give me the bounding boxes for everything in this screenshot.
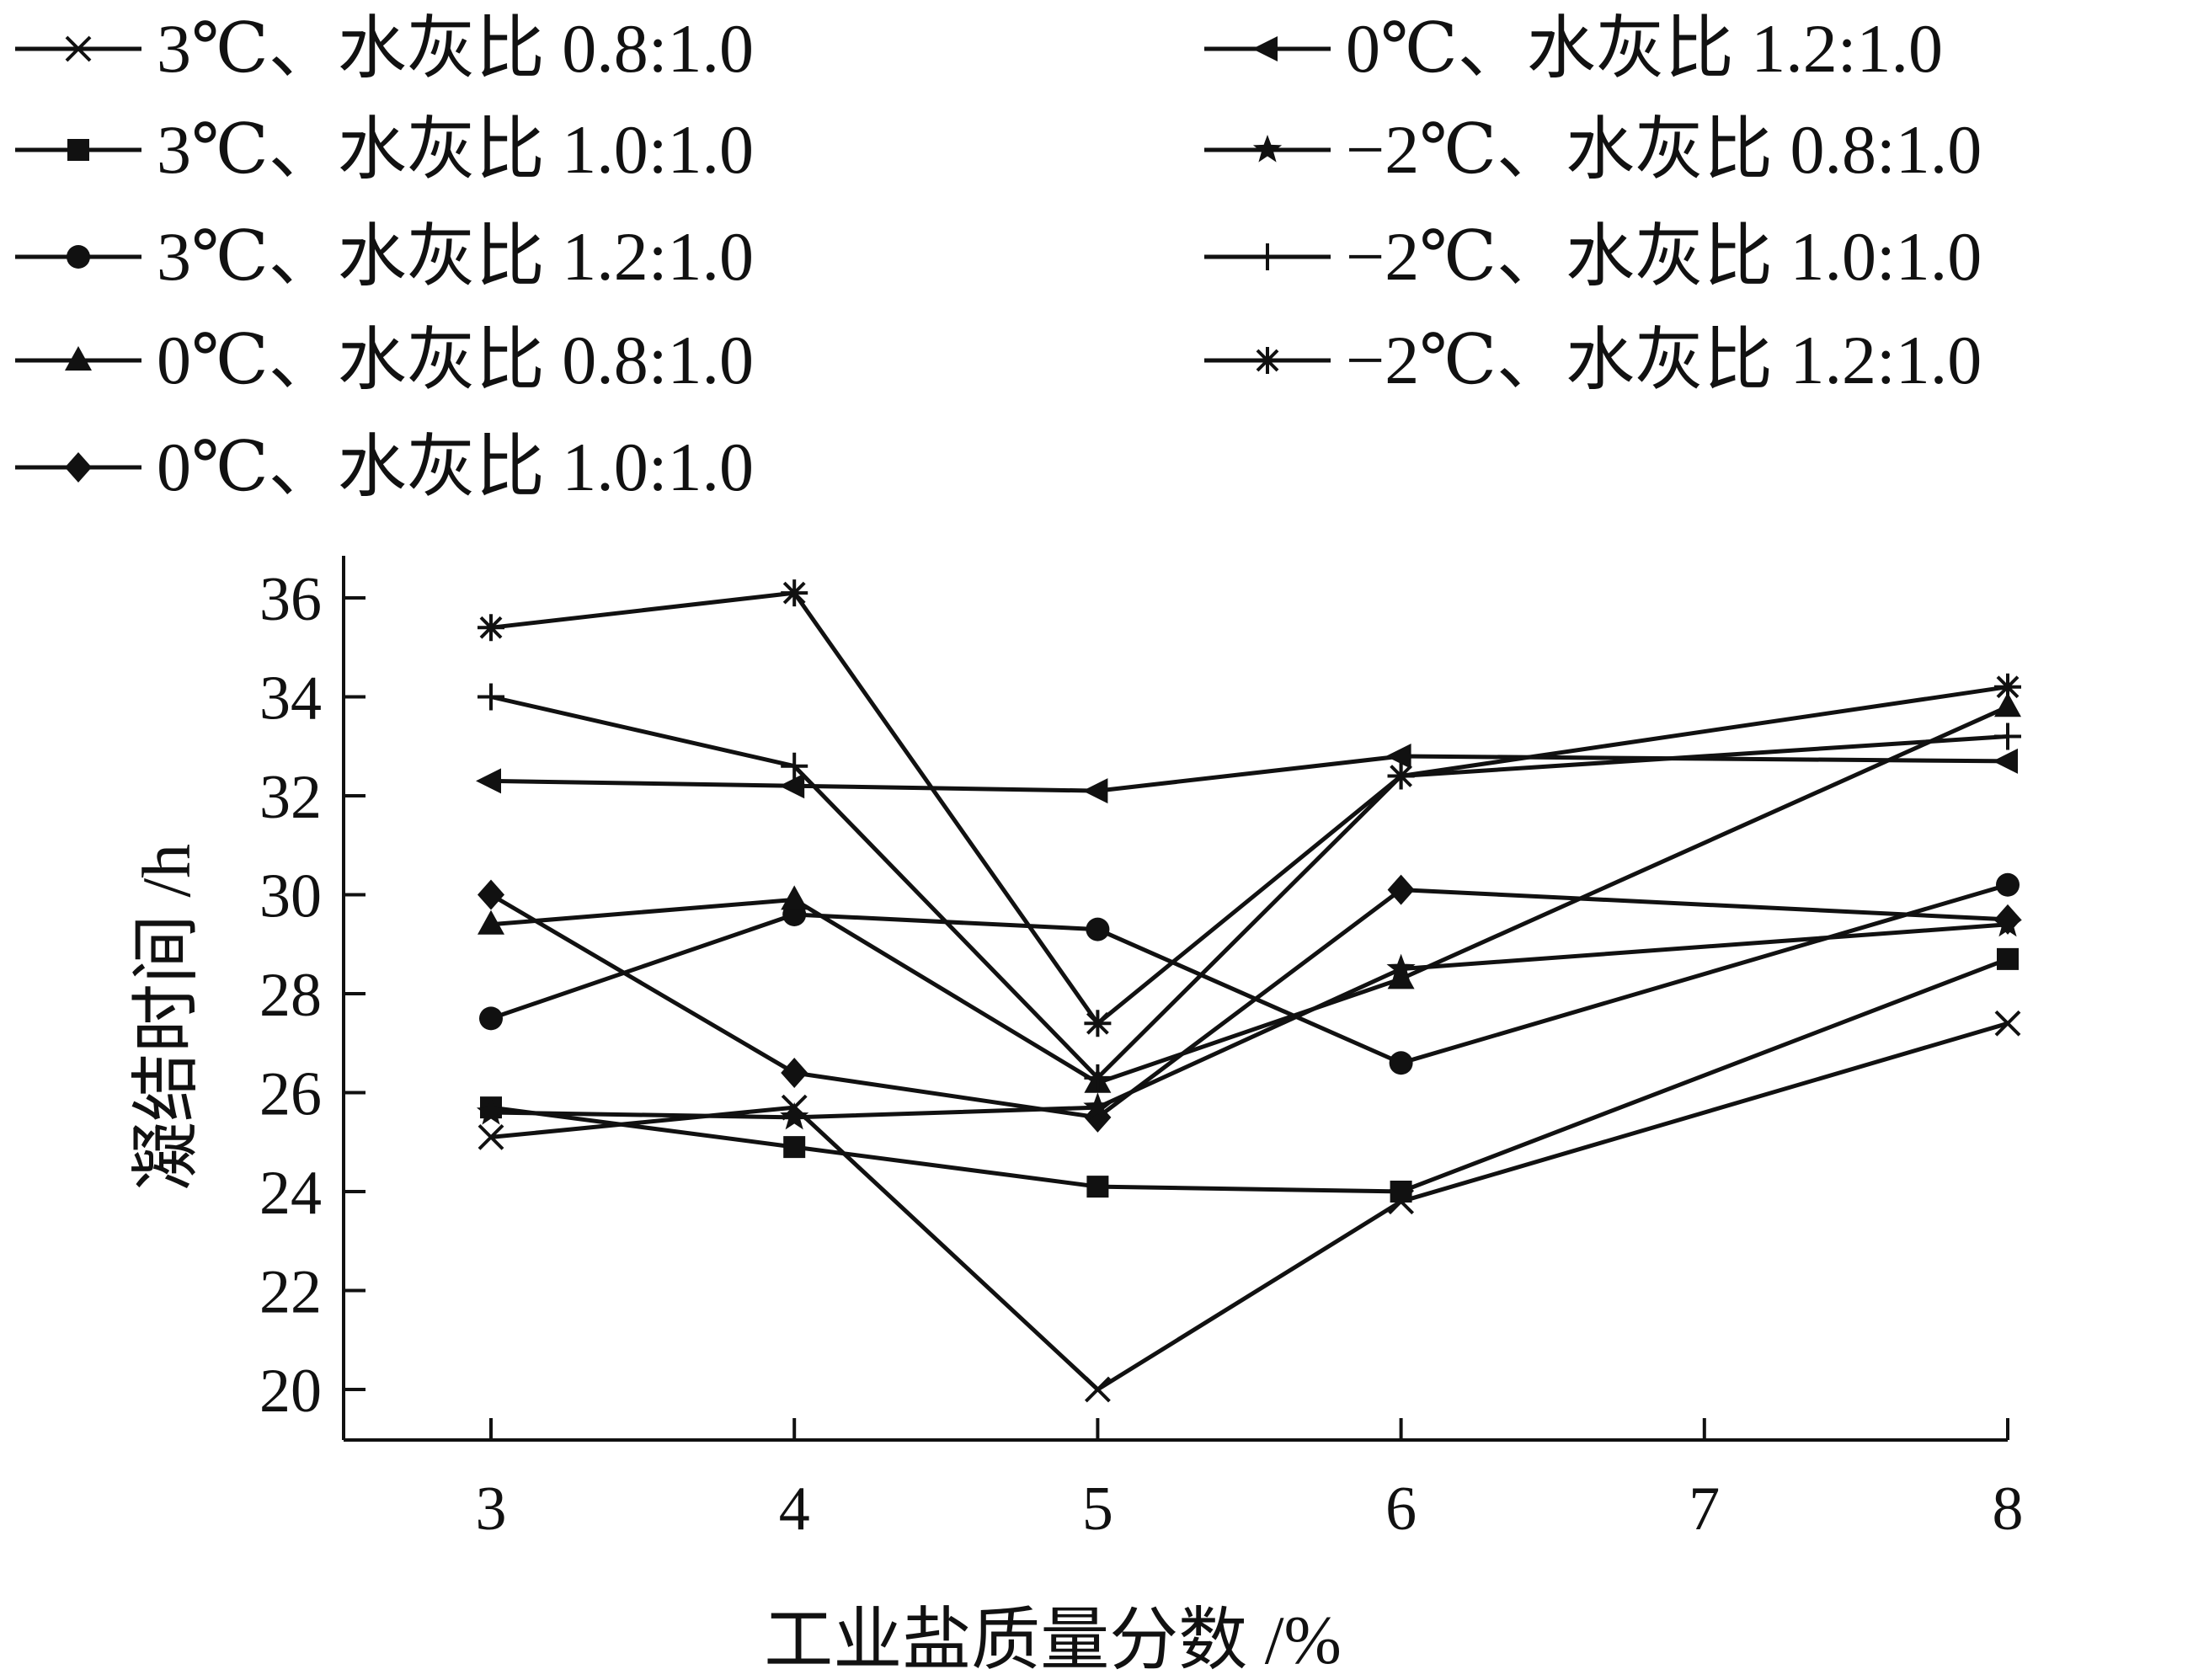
legend-marker [1254,243,1281,270]
legend-label: 3℃、水灰比 0.8:1.0 [157,10,754,87]
data-point [1086,917,1110,941]
data-point [781,1058,808,1088]
data-point [478,683,504,711]
data-point [1390,1181,1412,1203]
x-tick-label: 8 [1993,1475,2024,1544]
legend-label: 0℃、水灰比 1.0:1.0 [157,429,754,505]
x-axis-label: 工业盐质量分数 /% [764,1602,1342,1678]
legend-label: −2℃、水灰比 0.8:1.0 [1346,111,1982,188]
data-point [1993,909,2023,937]
data-point [1387,762,1415,790]
series-line-5 [489,888,2009,1120]
data-point [1082,778,1108,804]
data-point [478,614,504,642]
data-point [1387,964,1415,989]
data-point [1084,1010,1112,1037]
legend-marker [67,139,89,161]
data-point [479,1006,503,1031]
data-point [1993,748,2018,774]
data-point [1996,872,2020,897]
legend-marker [67,245,90,269]
data-point [1084,1101,1112,1133]
y-axis-label: 凝结时间 /h [128,844,205,1191]
y-tick-label: 36 [259,565,322,634]
legend-label: 0℃、水灰比 1.2:1.0 [1346,10,1943,87]
data-point [1997,947,2019,970]
legend-marker [1252,135,1283,163]
legend-item: 0℃、水灰比 0.8:1.0 [15,322,754,398]
legend-item: 3℃、水灰比 1.2:1.0 [15,218,754,295]
legend-item: 3℃、水灰比 1.0:1.0 [15,111,754,188]
y-tick-label: 32 [259,763,322,832]
data-point [1084,1376,1111,1403]
data-point [780,1101,809,1130]
data-point [779,773,805,799]
legend: 3℃、水灰比 0.8:1.0 3℃、水灰比 1.0:1.0 3℃、水灰比 1.2:1… [15,10,1982,505]
x-tick-label: 7 [1689,1475,1720,1544]
y-tick-label: 24 [259,1159,322,1228]
legend-item: 0℃、水灰比 1.0:1.0 [15,429,754,505]
legend-item: −2℃、水灰比 0.8:1.0 [1204,111,1982,188]
data-point [478,909,504,935]
legend-item: 0℃、水灰比 1.2:1.0 [1204,10,1943,87]
data-point [1086,1176,1109,1198]
legend-marker [65,35,92,62]
data-point [783,1136,806,1159]
y-tick-label: 34 [259,664,322,733]
legend-marker [65,452,92,483]
data-point [476,1097,506,1125]
legend-label: 0℃、水灰比 0.8:1.0 [157,322,754,398]
data-point [1994,692,2021,717]
legend-marker [1254,347,1281,374]
y-tick-label: 30 [259,862,322,931]
data-point [478,879,504,910]
data-point [1389,1051,1413,1075]
data-point [1084,1064,1112,1091]
legend-label: −2℃、水灰比 1.2:1.0 [1346,322,1982,398]
legend-item: −2℃、水灰比 1.2:1.0 [1204,322,1982,398]
legend-item: 3℃、水灰比 0.8:1.0 [15,10,754,87]
data-point [781,579,808,607]
y-tick-label: 28 [259,961,322,1030]
x-tick-label: 5 [1082,1475,1113,1544]
y-tick-label: 20 [259,1357,322,1426]
data-point [781,752,808,780]
series-line-1 [490,1021,2009,1392]
series-line-6 [490,754,2009,793]
y-tick-label: 26 [259,1060,322,1129]
y-tick-label: 22 [259,1258,322,1327]
data-point [1385,744,1411,769]
data-point [781,885,808,910]
legend-label: −2℃、水灰比 1.0:1.0 [1346,218,1982,295]
x-tick-label: 4 [779,1475,810,1544]
legend-marker [1252,36,1278,61]
legend-marker [65,346,92,371]
data-point [476,768,501,794]
x-tick-label: 3 [476,1475,507,1544]
data-point [1387,874,1415,905]
x-tick-label: 6 [1385,1475,1417,1544]
data-point [1994,673,2021,701]
data-point [478,1123,504,1150]
legend-item: −2℃、水灰比 1.0:1.0 [1204,218,1982,295]
data-point [1083,1092,1113,1120]
series-line-8 [490,695,2009,1080]
legend-label: 3℃、水灰比 1.0:1.0 [157,111,754,188]
data-point [1994,1010,2021,1037]
data-point [1994,723,2021,750]
data-point [1386,953,1416,982]
legend-label: 3℃、水灰比 1.2:1.0 [157,218,754,295]
